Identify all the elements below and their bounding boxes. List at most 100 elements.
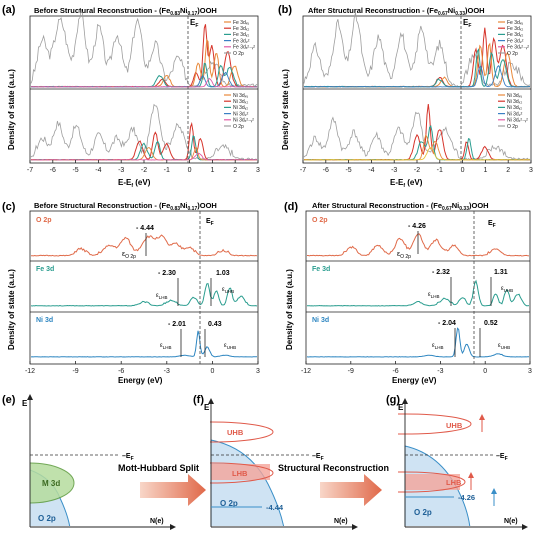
panel-b-fe-curve-teal xyxy=(304,48,531,88)
panel-a-ni-curve-teal xyxy=(30,135,257,161)
panel-d-o2p-label: O 2p xyxy=(312,217,328,224)
panel-g-axis-e: E xyxy=(398,403,404,412)
panel-b-legend-bottom-entry: Ni 3dₓᵧ xyxy=(507,93,522,99)
panel-f-axis-e: E xyxy=(204,403,210,412)
panel-d: (d) After Structural Reconstruction - (F… xyxy=(284,201,532,385)
panel-d-letter: (d) xyxy=(284,201,298,213)
panel-g-x-arrowhead xyxy=(522,524,528,530)
panel-f-letter: (f) xyxy=(193,394,204,406)
panel-a-ef-label: EF xyxy=(190,18,198,29)
panel-b-x-tick-label: -2 xyxy=(414,167,420,174)
panel-a-legend-bottom-entry: O 2p xyxy=(233,124,244,130)
panel-e-m3d-band xyxy=(30,462,75,504)
panel-d-x-tick-label: -12 xyxy=(301,368,311,375)
panel-f-x-arrowhead xyxy=(352,524,358,530)
panel-f: (f) E –EF UHB LHB O 2p -4.44 N(e) xyxy=(193,394,358,530)
panel-b-x-tick-label: -7 xyxy=(300,167,306,174)
panel-c-fe3d-label: Fe 3d xyxy=(36,266,54,273)
panel-a-x-tick-label: -3 xyxy=(118,167,124,174)
panel-b-ylabel: Density of state (a.u.) xyxy=(281,69,290,150)
panel-a-x-tick-label: -5 xyxy=(72,167,78,174)
panel-a-xticks: -7 -6 -5 -4 -3 -2 -1 0 1 2 3 xyxy=(27,160,260,174)
panel-b-legend-top-entry: Fe 3dᵧ₂ xyxy=(507,32,523,38)
panel-e-o2p-label: O 2p xyxy=(38,514,56,523)
panel-c-fe3d-lhb-value: - 2.30 xyxy=(158,270,176,277)
structural-reconstruction-label: Structural Reconstruction xyxy=(278,463,389,473)
panel-a-x-tick-label: -6 xyxy=(50,167,56,174)
panel-d-ni3d-label: Ni 3d xyxy=(312,317,329,324)
panel-a-x-tick-label: 1 xyxy=(210,167,214,174)
panel-c-o2p-label: O 2p xyxy=(36,217,52,224)
panel-b-x-tick-label: -4 xyxy=(368,167,374,174)
panel-c-ni3d-uhb: εUHB xyxy=(224,343,236,350)
panel-c-curves xyxy=(30,234,258,358)
panel-b-fe-curve-blue xyxy=(303,64,531,88)
structural-reconstruction-arrow-shape xyxy=(320,474,382,506)
panel-a-ylabel: Density of state (a.u.) xyxy=(7,69,16,150)
mott-hubbard-label: Mott-Hubbard Split xyxy=(118,463,199,473)
panel-d-fe3d-uhb: εUHB xyxy=(501,286,513,293)
panel-d-x-tick-label: -6 xyxy=(392,368,398,375)
panel-b-legend-bottom-entry: Ni 3dₓ²₋ᵧ² xyxy=(507,118,528,124)
panel-a-legend-bottom-entry: Ni 3dᵧ₂ xyxy=(233,105,248,111)
panel-d-frame xyxy=(305,210,531,365)
panel-c-ylabel: Density of state (a.u.) xyxy=(7,269,16,350)
panel-e-letter: (e) xyxy=(2,394,16,406)
panel-d-ylabel: Density of state (a.u.) xyxy=(285,269,294,350)
panel-b-ni-curve-yellow xyxy=(303,147,530,161)
panel-a-legend-bottom-entry: Ni 3dₓᵧ xyxy=(233,93,248,99)
panel-a-legend-top-entry: Fe 3dₓ²₋ᵧ² xyxy=(233,45,255,51)
panel-a-legend-bottom-entry: Ni 3dₓ₂ xyxy=(233,99,248,105)
panel-b-x-tick-label: -6 xyxy=(323,167,329,174)
panel-d-o2p-value: - 4.26 xyxy=(408,223,426,230)
panel-e-ef-label: –EF xyxy=(122,453,134,462)
panel-f-ef-label: –EF xyxy=(312,453,324,462)
panel-g-axis-n: N(e) xyxy=(504,518,518,525)
panel-c-ni3d-label: Ni 3d xyxy=(36,317,53,324)
panel-c-ef-label: EF xyxy=(206,218,214,227)
panel-g-uhb-label: UHB xyxy=(446,421,463,430)
panel-d-ni3d-lhb-value: - 2.04 xyxy=(438,320,456,327)
panel-a-legend-top-entry: Fe 3d₂² xyxy=(233,38,250,44)
panel-b-legend-bottom-entry: Ni 3dᵧ₂ xyxy=(507,105,522,111)
panel-c-x-tick-label: -12 xyxy=(25,368,35,375)
panel-a-x-tick-label: 2 xyxy=(233,167,237,174)
panel-a: (a) Before Structural Reconstruction - (… xyxy=(2,4,260,189)
panel-d-x-tick-label: -3 xyxy=(437,368,443,375)
panel-b-title: After Structural Reconstruction - (Fe0.6… xyxy=(308,6,485,17)
panel-a-title: Before Structural Reconstruction - (Fe0.… xyxy=(34,6,217,17)
panel-g-o2p-up-arrowhead xyxy=(491,488,497,494)
panel-b-x-tick-label: 2 xyxy=(506,167,510,174)
panel-b-x-tick-label: 0 xyxy=(461,167,465,174)
panel-c-x-tick-label: 3 xyxy=(256,368,260,375)
panel-b-bottom-curves xyxy=(303,104,531,161)
panel-c-xlabel: Energy (eV) xyxy=(118,376,163,385)
panel-b-xticks: -7 -6 -5 -4 -3 -2 -1 0 1 2 3 xyxy=(300,160,533,174)
panel-d-ni3d-uhb: εUHB xyxy=(498,343,510,350)
panel-d-o2p-eps: εO 2p xyxy=(397,251,411,260)
panel-b-x-tick-label: 1 xyxy=(483,167,487,174)
panel-d-x-tick-label: 3 xyxy=(528,368,532,375)
panel-b-legend-top-entry: Fe 3d₂² xyxy=(507,38,524,44)
panel-g-ef-label: –EF xyxy=(496,453,508,462)
panel-b-x-tick-label: -1 xyxy=(437,167,443,174)
panel-e-axis-e: E xyxy=(22,399,28,408)
panel-f-uhb-label: UHB xyxy=(227,428,244,437)
panel-d-ni3d-curve xyxy=(306,327,529,358)
panel-f-y-arrowhead xyxy=(208,398,214,404)
panel-g-lhb-up-arrowhead xyxy=(468,472,474,478)
panel-d-ni3d-lhb: εLHB xyxy=(432,343,443,350)
panel-b-x-tick-label: -5 xyxy=(345,167,351,174)
panel-b-ni-curve-orange xyxy=(303,133,531,161)
panel-a-legend-top-entry: Fe 3dₓ₂ xyxy=(233,26,249,32)
panel-b-legend-top-entry: Fe 3dₓ₂ xyxy=(507,26,523,32)
panel-a-fe-curve-pink xyxy=(30,77,258,88)
panel-d-fe3d-lhb: εLHB xyxy=(428,292,439,299)
structural-reconstruction-arrow: Structural Reconstruction xyxy=(278,463,389,506)
panel-f-lhb-label: LHB xyxy=(232,469,248,478)
panel-b-x-tick-label: -3 xyxy=(391,167,397,174)
panel-b-frame xyxy=(302,15,532,164)
panel-c: (c) Before Structural Reconstruction - (… xyxy=(2,201,260,385)
panel-a-legend-top-entry: Fe 3dᵧ₂ xyxy=(233,32,249,38)
